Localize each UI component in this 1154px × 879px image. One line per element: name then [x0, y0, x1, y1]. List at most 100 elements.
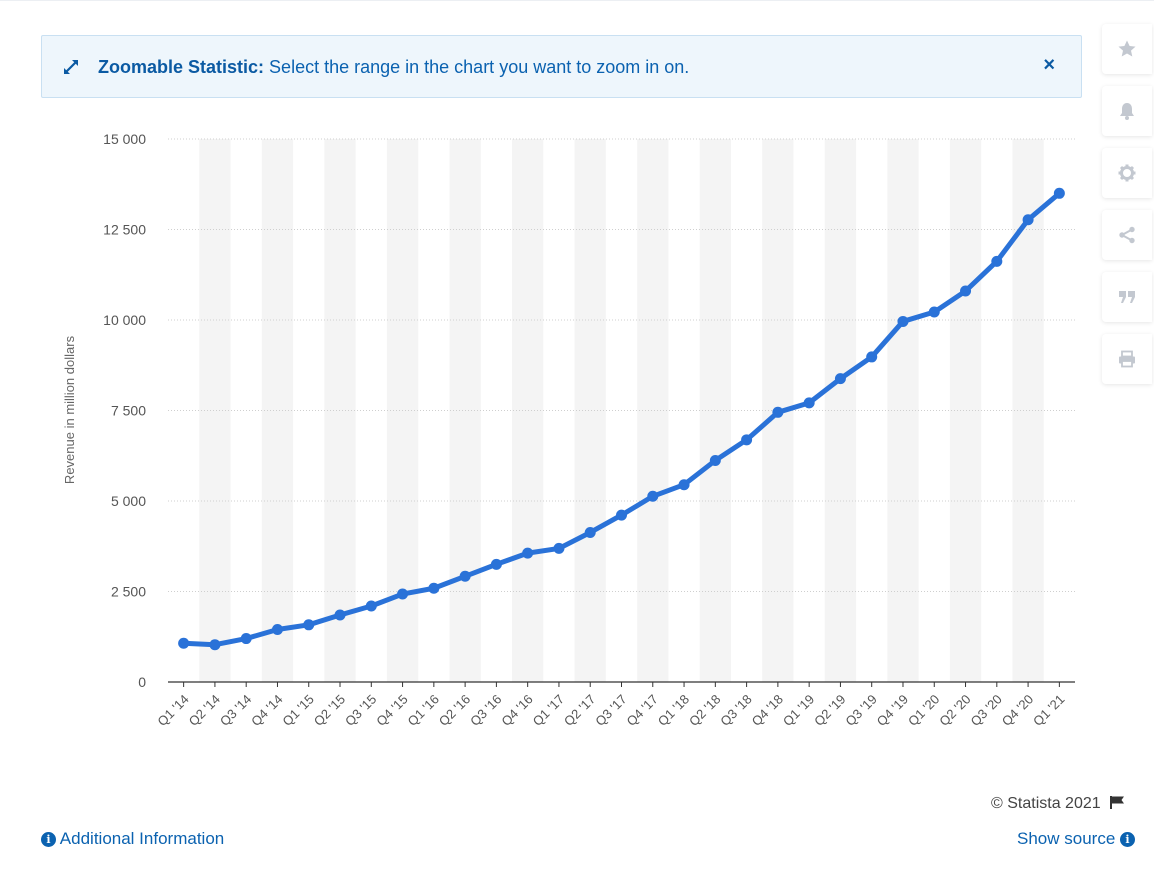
- x-tick-label: Q4 '19: [874, 692, 911, 729]
- x-tick-label: Q2 '15: [311, 692, 348, 729]
- print-icon: [1119, 350, 1135, 368]
- data-point[interactable]: [303, 619, 315, 631]
- zoom-title: Zoomable Statistic:: [98, 57, 265, 77]
- data-point[interactable]: [834, 373, 846, 385]
- x-tick-label: Q3 '18: [717, 692, 754, 729]
- x-tick-label: Q1 '19: [780, 692, 817, 729]
- data-point[interactable]: [271, 624, 283, 636]
- category-band: [512, 139, 544, 682]
- x-tick-label: Q4 '14: [248, 692, 285, 729]
- show-source-link[interactable]: Show source i: [1017, 829, 1136, 849]
- data-point[interactable]: [365, 600, 377, 612]
- cite-button[interactable]: [1102, 272, 1152, 322]
- x-tick-label: Q3 '17: [592, 692, 629, 729]
- y-tick-label: 5 000: [111, 493, 146, 509]
- star-icon: [1118, 40, 1136, 57]
- data-point[interactable]: [866, 351, 878, 363]
- show-source-label: Show source: [1017, 829, 1116, 848]
- x-tick-label: Q1 '17: [530, 692, 567, 729]
- y-tick-label: 0: [138, 674, 146, 690]
- share-icon: [1119, 226, 1135, 244]
- y-tick-label: 12 500: [103, 222, 146, 238]
- category-band: [324, 139, 356, 682]
- y-axis-title: Revenue in million dollars: [62, 335, 77, 484]
- x-tick-label: Q2 '18: [686, 692, 723, 729]
- x-tick-label: Q3 '19: [842, 692, 879, 729]
- data-point[interactable]: [553, 542, 565, 554]
- x-tick-label: Q3 '15: [342, 692, 379, 729]
- x-tick-label: Q1 '21: [1030, 692, 1067, 729]
- data-point[interactable]: [928, 306, 940, 318]
- share-button[interactable]: [1102, 210, 1152, 260]
- additional-info-link[interactable]: i Additional Information: [41, 829, 224, 849]
- data-point[interactable]: [647, 490, 659, 502]
- x-tick-label: Q2 '19: [811, 692, 848, 729]
- copyright-text: © Statista 2021: [991, 795, 1101, 812]
- y-tick-label: 15 000: [103, 131, 146, 147]
- data-point[interactable]: [334, 609, 346, 621]
- x-tick-label: Q1 '16: [405, 692, 442, 729]
- data-point[interactable]: [897, 315, 909, 327]
- data-point[interactable]: [490, 558, 502, 570]
- data-point[interactable]: [709, 454, 721, 466]
- data-point[interactable]: [397, 588, 409, 600]
- data-point[interactable]: [459, 570, 471, 582]
- y-tick-label: 2 500: [111, 584, 146, 600]
- data-point[interactable]: [428, 582, 440, 594]
- copyright-notice: © Statista 2021: [991, 795, 1125, 813]
- expand-icon: [64, 60, 78, 74]
- x-tick-label: Q1 '15: [279, 692, 316, 729]
- side-toolbar: [1102, 24, 1154, 396]
- x-tick-label: Q2 '14: [186, 692, 223, 729]
- x-tick-label: Q4 '15: [373, 692, 410, 729]
- print-button[interactable]: [1102, 334, 1152, 384]
- zoom-message: Zoomable Statistic: Select the range in …: [98, 57, 689, 78]
- data-point[interactable]: [209, 639, 221, 651]
- data-point[interactable]: [741, 434, 753, 446]
- data-point[interactable]: [991, 255, 1003, 267]
- x-tick-label: Q3 '20: [968, 692, 1005, 729]
- info-icon: i: [41, 832, 56, 847]
- data-point[interactable]: [616, 509, 627, 521]
- x-tick-label: Q1 '18: [655, 692, 692, 729]
- zoom-banner: Zoomable Statistic: Select the range in …: [41, 35, 1082, 98]
- data-point[interactable]: [178, 637, 190, 649]
- data-point[interactable]: [803, 397, 815, 409]
- x-tick-label: Q4 '20: [999, 692, 1036, 729]
- data-point[interactable]: [240, 633, 252, 645]
- data-point[interactable]: [584, 526, 596, 538]
- zoom-text: Select the range in the chart you want t…: [269, 57, 690, 77]
- close-button[interactable]: ×: [1043, 54, 1055, 76]
- x-tick-label: Q3 '16: [467, 692, 504, 729]
- notification-button[interactable]: [1102, 86, 1152, 136]
- data-point[interactable]: [772, 406, 784, 418]
- data-point[interactable]: [960, 285, 972, 297]
- category-band: [699, 139, 731, 682]
- series-line: [181, 190, 1062, 648]
- info-icon: i: [1120, 832, 1136, 847]
- data-point[interactable]: [1053, 187, 1065, 199]
- x-tick-label: Q4 '16: [498, 692, 535, 729]
- additional-info-label: Additional Information: [59, 829, 225, 848]
- x-tick-label: Q2 '20: [936, 692, 973, 729]
- data-point[interactable]: [678, 479, 690, 491]
- quote-icon: [1119, 291, 1135, 303]
- y-tick-label: 7 500: [111, 403, 146, 419]
- category-band: [887, 139, 919, 682]
- gear-icon: [1118, 164, 1136, 182]
- data-point[interactable]: [1022, 214, 1034, 226]
- favorite-button[interactable]: [1102, 24, 1152, 74]
- x-tick-label: Q1 '20: [905, 692, 942, 729]
- y-tick-label: 10 000: [103, 312, 146, 328]
- bell-icon: [1120, 103, 1134, 120]
- x-tick-label: Q3 '14: [217, 692, 254, 729]
- settings-button[interactable]: [1102, 148, 1152, 198]
- flag-icon[interactable]: [1109, 795, 1125, 810]
- data-point[interactable]: [522, 547, 534, 559]
- x-tick-label: Q2 '17: [561, 692, 598, 729]
- x-tick-label: Q4 '18: [749, 692, 786, 729]
- x-tick-label: Q4 '17: [623, 692, 660, 729]
- x-tick-label: Q2 '16: [436, 692, 473, 729]
